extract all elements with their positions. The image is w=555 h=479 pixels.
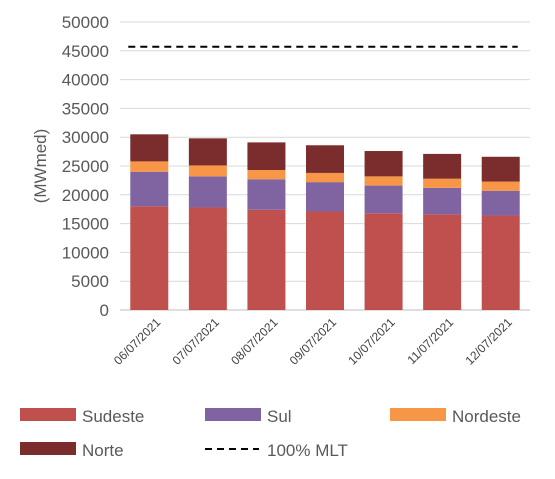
x-tick-label: 09/07/2021 bbox=[287, 315, 340, 368]
bar-segment-nordeste bbox=[306, 172, 344, 183]
y-tick-label: 45000 bbox=[62, 42, 109, 61]
bar-segment-norte bbox=[306, 145, 344, 173]
x-tick-label: 12/07/2021 bbox=[462, 315, 515, 368]
x-tick-label: 11/07/2021 bbox=[405, 315, 457, 367]
legend-label: Sudeste bbox=[82, 407, 144, 426]
x-tick-label: 08/07/2021 bbox=[228, 315, 281, 368]
y-tick-label: 10000 bbox=[62, 243, 109, 262]
legend: Sudeste Sul Nordeste Norte 100% MLT bbox=[20, 407, 521, 460]
bar-segment-sul bbox=[364, 185, 403, 214]
legend-swatch bbox=[20, 408, 76, 421]
bar-segment-nordeste bbox=[364, 176, 403, 186]
x-axis-ticks: 06/07/2021 07/07/2021 08/07/2021 09/07/2021… bbox=[111, 315, 515, 368]
y-tick-label: 20000 bbox=[62, 186, 109, 205]
bar-segment-norte bbox=[130, 134, 169, 162]
bar-segment-sul bbox=[247, 179, 286, 210]
y-tick-label: 15000 bbox=[62, 215, 109, 234]
bar-segment-sul bbox=[423, 187, 462, 215]
bar-segment-sul bbox=[188, 176, 227, 208]
legend-label: Nordeste bbox=[452, 407, 521, 426]
y-tick-label: 30000 bbox=[62, 128, 109, 147]
x-tick-label: 10/07/2021 bbox=[345, 315, 398, 368]
y-tick-label: 40000 bbox=[62, 71, 109, 90]
y-tick-label: 0 bbox=[100, 301, 109, 320]
bar-segment-norte bbox=[247, 142, 286, 171]
x-tick-label: 07/07/2021 bbox=[170, 315, 223, 368]
bar-segment-sudeste bbox=[481, 215, 520, 310]
legend-label: Norte bbox=[82, 441, 124, 460]
y-axis-label: (MWmed) bbox=[31, 129, 50, 204]
x-tick-label: 06/07/2021 bbox=[111, 315, 164, 368]
bar-segment-nordeste bbox=[188, 165, 227, 177]
bar-segment-sudeste bbox=[130, 206, 169, 310]
bar-segment-nordeste bbox=[423, 178, 462, 188]
legend-swatch bbox=[20, 442, 76, 455]
y-tick-label: 35000 bbox=[62, 99, 109, 118]
legend-item: 100% MLT bbox=[205, 441, 348, 460]
bar-segment-sudeste bbox=[188, 207, 227, 310]
bar-segment-nordeste bbox=[481, 181, 520, 191]
legend-item: Norte bbox=[20, 441, 124, 460]
legend-label: 100% MLT bbox=[267, 441, 348, 460]
y-axis-ticks: 0 5000 10000 15000 20000 25000 30000 35000 40000… bbox=[62, 13, 109, 320]
legend-label: Sul bbox=[267, 407, 292, 426]
bar-segment-norte bbox=[481, 156, 520, 182]
y-tick-label: 50000 bbox=[62, 13, 109, 32]
bar-segment-sudeste bbox=[306, 211, 344, 310]
bar-segment-nordeste bbox=[247, 170, 286, 180]
bar-segment-sudeste bbox=[364, 213, 403, 310]
legend-swatch bbox=[205, 408, 261, 421]
bar-segment-norte bbox=[188, 138, 227, 166]
bar-segment-nordeste bbox=[130, 161, 169, 172]
y-tick-label: 25000 bbox=[62, 157, 109, 176]
bar-segment-norte bbox=[364, 151, 403, 177]
bar-segment-sudeste bbox=[423, 214, 462, 310]
bars bbox=[130, 134, 520, 310]
legend-swatch bbox=[390, 408, 446, 421]
bar-segment-sul bbox=[306, 182, 344, 212]
legend-item: Sul bbox=[205, 407, 292, 426]
bar-segment-norte bbox=[423, 153, 462, 179]
legend-item: Sudeste bbox=[20, 407, 144, 426]
bar-segment-sudeste bbox=[247, 209, 286, 310]
y-tick-label: 5000 bbox=[71, 272, 109, 291]
bar-segment-sul bbox=[481, 190, 520, 216]
legend-item: Nordeste bbox=[390, 407, 521, 426]
bar-segment-sul bbox=[130, 171, 169, 207]
